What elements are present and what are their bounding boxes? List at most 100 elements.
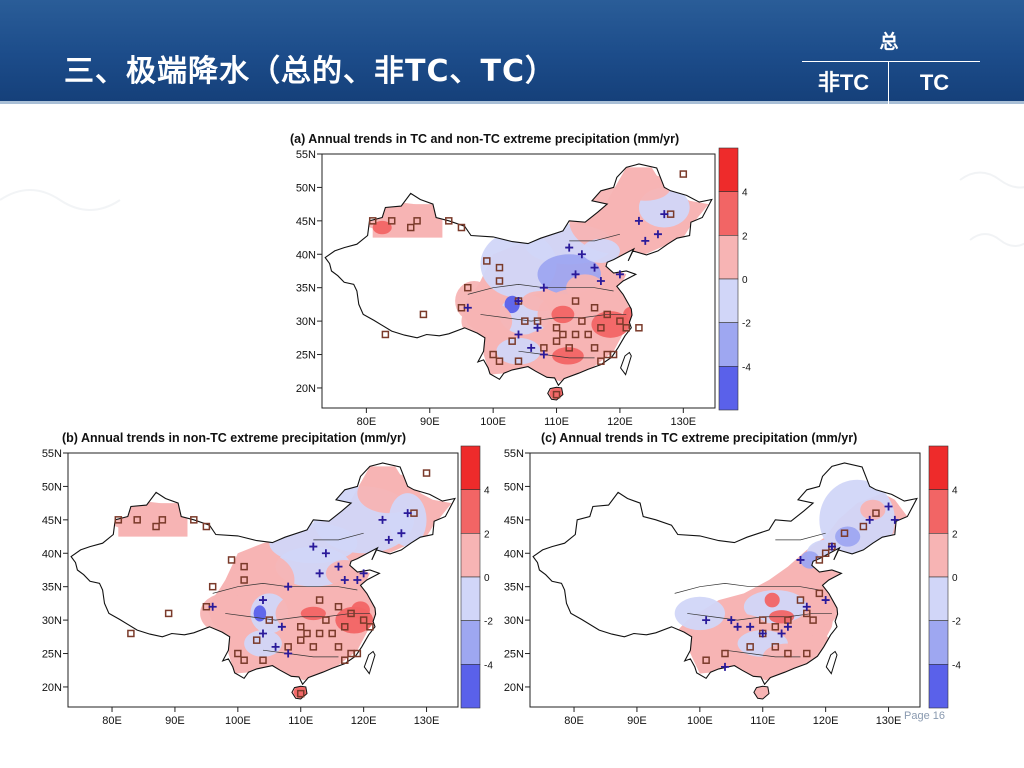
station-increase-marker bbox=[552, 324, 561, 332]
station-increase-marker bbox=[702, 656, 710, 664]
colorbar-band bbox=[460, 620, 481, 665]
station-decrease-marker bbox=[403, 509, 412, 518]
trend-patch bbox=[480, 230, 557, 298]
station-increase-marker bbox=[771, 643, 780, 651]
station-increase-marker bbox=[240, 576, 248, 584]
station-increase-marker bbox=[190, 516, 198, 524]
colorbar-band bbox=[718, 278, 739, 323]
station-decrease-marker bbox=[315, 569, 324, 578]
trend-patch bbox=[619, 174, 671, 201]
trend-patch bbox=[263, 630, 339, 671]
colorbar-tick-label: 0 bbox=[484, 573, 490, 584]
y-tick-label: 40N bbox=[504, 548, 524, 560]
station-decrease-marker bbox=[865, 515, 874, 524]
x-tick-label: 80E bbox=[564, 715, 584, 727]
station-decrease-marker bbox=[596, 277, 605, 285]
colorbar: 4 2 0 -2 -4 bbox=[718, 147, 751, 411]
station-decrease-marker bbox=[284, 649, 293, 658]
colorbar-band bbox=[718, 366, 739, 411]
trend-patch bbox=[351, 601, 370, 619]
taiwan-outline bbox=[825, 650, 838, 675]
station-decrease-marker bbox=[577, 250, 586, 259]
station-increase-marker bbox=[234, 649, 242, 658]
station-increase-marker bbox=[796, 596, 805, 604]
station-increase-marker bbox=[578, 317, 586, 325]
station-decrease-marker bbox=[702, 616, 711, 625]
station-increase-marker bbox=[334, 602, 343, 611]
station-decrease-marker bbox=[533, 323, 542, 332]
y-tick-label: 40N bbox=[296, 249, 316, 261]
station-decrease-marker bbox=[653, 230, 662, 239]
station-decrease-marker bbox=[615, 270, 624, 279]
station-decrease-marker bbox=[733, 622, 742, 631]
x-tick-label: 80E bbox=[102, 715, 122, 727]
station-increase-marker bbox=[603, 310, 611, 319]
y-tick-label: 25N bbox=[296, 350, 316, 362]
x-tick-label: 90E bbox=[165, 715, 185, 727]
chart-panel-c: (c) Annual trends in TC extreme precipit… bbox=[504, 431, 962, 727]
station-increase-marker bbox=[422, 469, 431, 477]
station-increase-marker bbox=[334, 643, 343, 651]
taiwan-outline bbox=[363, 650, 376, 675]
x-tick-label: 130E bbox=[414, 715, 440, 727]
station-decrease-marker bbox=[284, 582, 293, 591]
y-tick-label: 30N bbox=[504, 615, 524, 627]
y-tick-label: 25N bbox=[42, 649, 62, 661]
station-increase-marker bbox=[315, 596, 324, 604]
station-increase-marker bbox=[521, 317, 529, 325]
trend-patch bbox=[253, 605, 267, 622]
colorbar-band bbox=[460, 489, 481, 534]
station-increase-marker bbox=[296, 689, 305, 698]
station-increase-marker bbox=[590, 303, 599, 312]
colorbar-band bbox=[928, 533, 949, 578]
colorbar-tick-label: -4 bbox=[484, 660, 493, 671]
station-increase-marker bbox=[341, 656, 349, 664]
chart-title: (b) Annual trends in non-TC extreme prec… bbox=[62, 431, 406, 445]
colorbar-band bbox=[718, 235, 739, 280]
station-decrease-marker bbox=[463, 303, 472, 312]
station-decrease-marker bbox=[353, 576, 362, 584]
colorbar-tick-label: -4 bbox=[952, 660, 961, 671]
trend-patch bbox=[551, 305, 575, 324]
station-increase-marker bbox=[495, 263, 504, 272]
station-decrease-marker bbox=[378, 515, 387, 524]
x-tick-label: 100E bbox=[225, 715, 251, 727]
basin-boundary bbox=[262, 649, 339, 658]
station-increase-marker bbox=[341, 623, 349, 631]
colorbar-tick-label: -2 bbox=[742, 319, 751, 330]
station-increase-marker bbox=[552, 390, 561, 399]
station-increase-marker bbox=[746, 643, 754, 651]
x-tick-label: 120E bbox=[351, 715, 377, 727]
station-increase-marker bbox=[758, 616, 767, 624]
station-decrease-marker bbox=[727, 616, 736, 625]
chart-panel-b: (b) Annual trends in non-TC extreme prec… bbox=[42, 431, 494, 727]
station-decrease-marker bbox=[783, 622, 792, 631]
colorbar-band bbox=[928, 620, 949, 665]
station-increase-marker bbox=[114, 516, 123, 524]
station-increase-marker bbox=[622, 324, 631, 332]
y-tick-label: 35N bbox=[42, 582, 62, 594]
trend-field bbox=[674, 479, 908, 699]
station-increase-marker bbox=[457, 223, 466, 232]
table-tc-label: TC bbox=[919, 70, 950, 95]
station-increase-marker bbox=[840, 529, 849, 537]
y-tick-label: 35N bbox=[296, 283, 316, 295]
x-tick-label: 120E bbox=[813, 715, 839, 727]
station-decrease-marker bbox=[660, 210, 669, 219]
y-tick-label: 40N bbox=[42, 548, 62, 560]
colorbar-tick-label: 4 bbox=[952, 486, 958, 497]
station-increase-marker bbox=[721, 649, 729, 658]
trend-patch bbox=[552, 347, 584, 365]
china-outline bbox=[324, 163, 713, 387]
category-table: 总 非TC TC bbox=[798, 28, 980, 104]
x-tick-label: 90E bbox=[627, 715, 647, 727]
station-increase-marker bbox=[565, 344, 573, 352]
station-increase-marker bbox=[597, 357, 605, 365]
x-tick-label: 100E bbox=[687, 715, 713, 727]
colorbar-band bbox=[718, 191, 739, 236]
colorbar-tick-label: 4 bbox=[742, 188, 748, 199]
station-increase-marker bbox=[552, 337, 561, 345]
station-increase-marker bbox=[489, 350, 497, 359]
chart-title: (a) Annual trends in TC and non-TC extre… bbox=[290, 132, 679, 146]
station-increase-marker bbox=[315, 629, 324, 638]
